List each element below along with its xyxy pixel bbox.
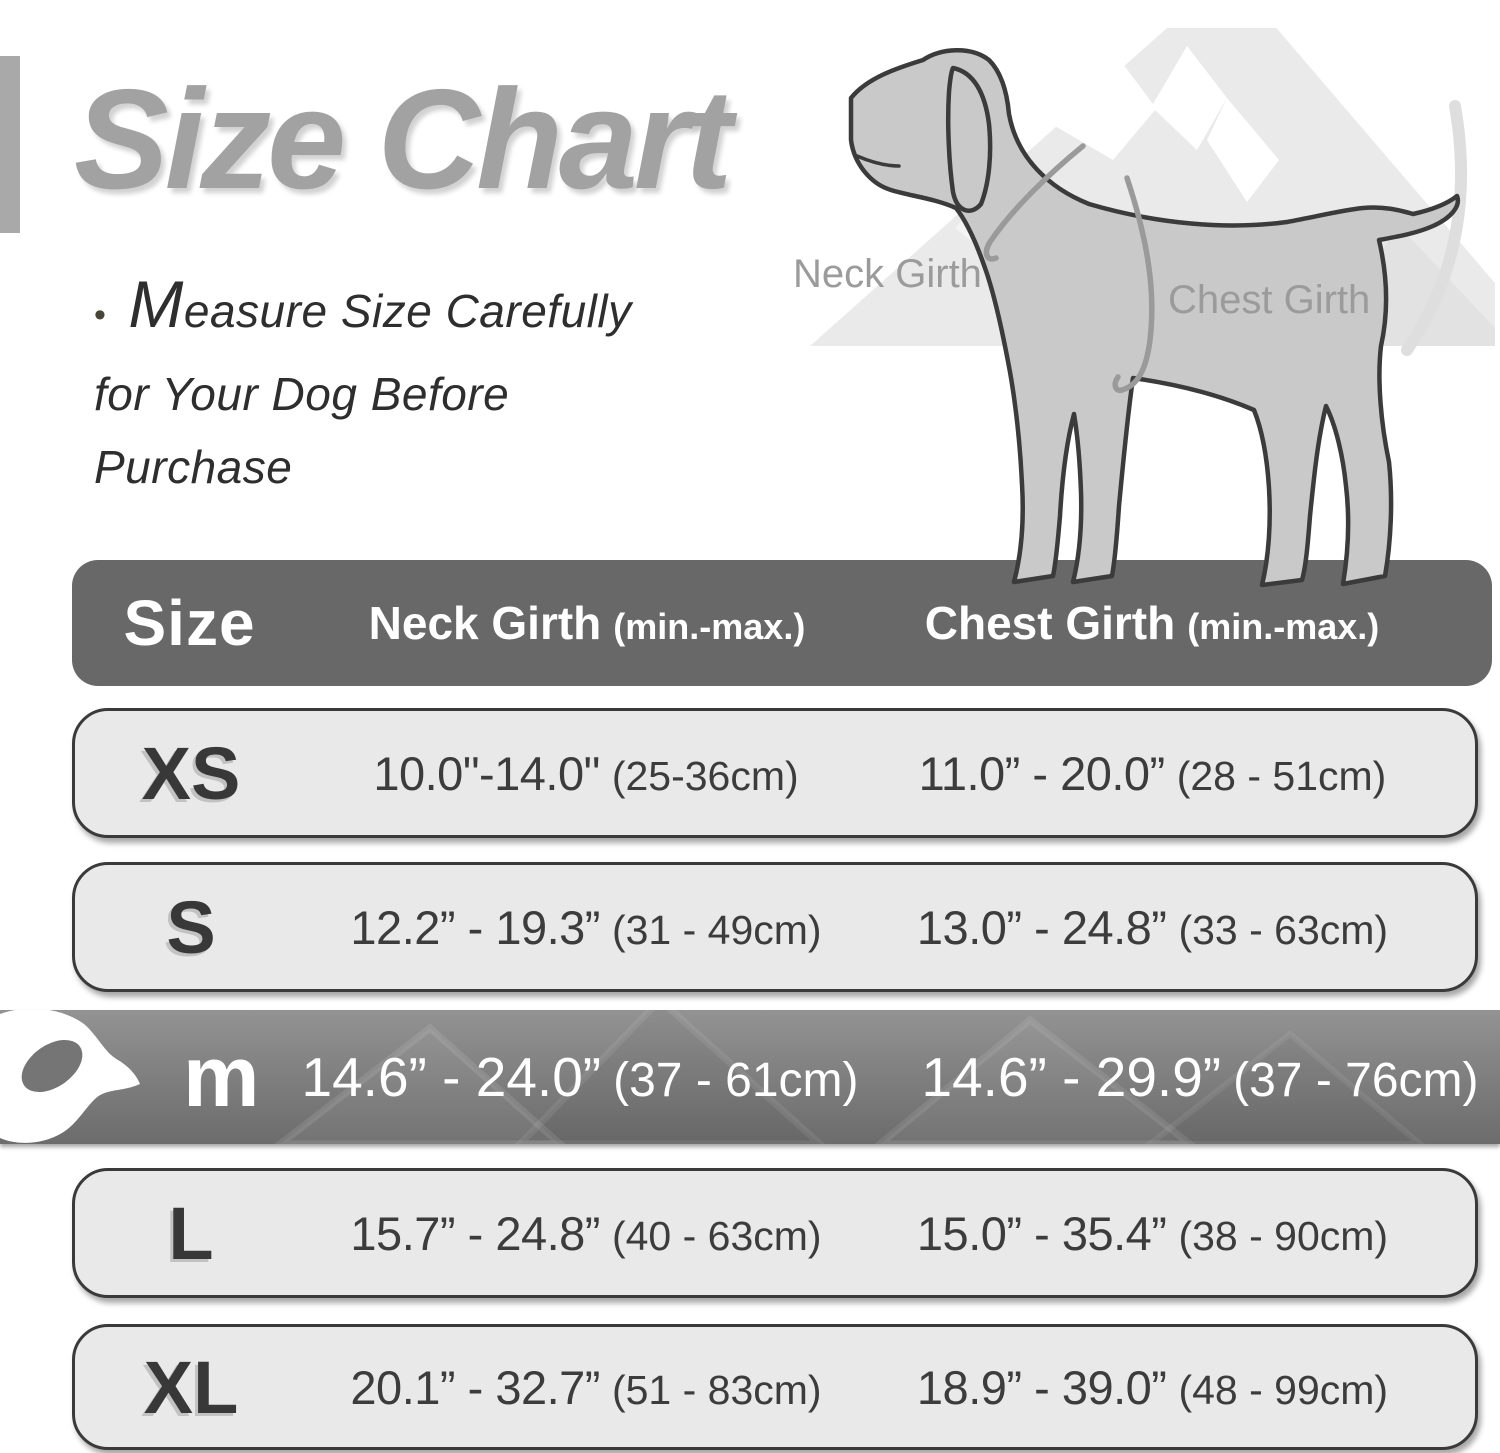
neck-inches-xs: 10.0"-14.0" <box>373 746 600 800</box>
chest-girth-line <box>1112 175 1155 394</box>
chest-cm-m: (37 - 76cm) <box>1233 1054 1479 1107</box>
note-line-2: for Your Dog Before <box>94 367 510 420</box>
note-lead-capital: M <box>128 267 184 341</box>
chest-inches-m: 14.6” - 29.9” <box>921 1046 1222 1108</box>
neck-cm-l: (40 - 63cm) <box>611 1212 822 1259</box>
chest-cm-s: (33 - 63cm) <box>1178 906 1389 953</box>
table-row-s: S 12.2” - 19.3” (31 - 49cm) 13.0” - 24.8”… <box>72 862 1478 992</box>
chest-inches-s: 13.0” - 24.8” <box>916 900 1167 954</box>
size-value-xs: XS <box>141 731 241 815</box>
band-dog-head-silhouette <box>0 1010 140 1143</box>
note-line-1-text: easure Size Carefully <box>183 285 632 337</box>
neck-girth-line <box>983 143 1086 262</box>
girth-lines <box>983 143 1155 394</box>
neck-inches-xl: 20.1” - 32.7” <box>350 1360 600 1414</box>
measure-note: • Measure Size Carefully for Your Dog Bef… <box>94 252 754 505</box>
neck-cm-m: (37 - 61cm) <box>613 1054 859 1107</box>
neck-girth-value-m: 14.6” - 24.0” (37 - 61cm) <box>300 1045 860 1109</box>
table-header-row: Size Neck Girth (min.-max.) Chest Girth (m… <box>72 560 1492 686</box>
note-line-1: • Measure Size Carefully <box>94 252 754 358</box>
chest-girth-value-xs: 11.0” - 20.0” (28 - 51cm) <box>865 746 1478 801</box>
decorative-left-bar <box>0 56 20 233</box>
chest-inches-xl: 18.9” - 39.0” <box>916 1360 1167 1414</box>
chest-girth-value-m: 14.6” - 29.9” (37 - 76cm) <box>860 1045 1500 1109</box>
column-header-size: Size <box>123 587 256 659</box>
size-value-xl: XL <box>143 1345 239 1429</box>
neck-girth-value-l: 15.7” - 24.8” (40 - 63cm) <box>307 1206 865 1261</box>
chest-cm-l: (38 - 90cm) <box>1178 1212 1389 1259</box>
chest-cm-xl: (48 - 99cm) <box>1178 1366 1389 1413</box>
band-mountain-pattern <box>274 1010 1425 1144</box>
table-row-xs: XS 10.0"-14.0" (25-36cm) 11.0” - 20.0” (28… <box>72 708 1478 838</box>
table-row-m-highlighted: m 14.6” - 24.0” (37 - 61cm) 14.6” - 29.9”… <box>0 1010 1500 1144</box>
note-line-3: Purchase <box>94 441 293 494</box>
neck-cm-xs: (25-36cm) <box>611 752 799 799</box>
dog-measurement-illustration <box>810 28 1495 588</box>
size-value-s: S <box>166 885 216 969</box>
neck-girth-value-xs: 10.0"-14.0" (25-36cm) <box>307 746 865 801</box>
column-header-chest-girth: Chest Girth (min.-max.) <box>867 596 1492 650</box>
neck-girth-value-xl: 20.1” - 32.7” (51 - 83cm) <box>307 1360 865 1415</box>
size-value-l: L <box>168 1191 214 1275</box>
neck-girth-value-s: 12.2” - 19.3” (31 - 49cm) <box>307 900 865 955</box>
neck-cm-xl: (51 - 83cm) <box>611 1366 822 1413</box>
chest-inches-xs: 11.0” - 20.0” <box>918 746 1166 800</box>
chest-girth-value-s: 13.0” - 24.8” (33 - 63cm) <box>865 900 1478 955</box>
chest-header-range-note: (min.-max.) <box>1187 606 1380 647</box>
chest-cm-xs: (28 - 51cm) <box>1176 752 1387 799</box>
chest-girth-value-l: 15.0” - 35.4” (38 - 90cm) <box>865 1206 1478 1261</box>
size-value-m: m <box>183 1029 260 1125</box>
neck-cm-s: (31 - 49cm) <box>611 906 822 953</box>
chest-girth-label: Chest Girth <box>1168 278 1371 322</box>
chest-header-text: Chest Girth <box>924 597 1176 649</box>
table-row-xl: XL 20.1” - 32.7” (51 - 83cm) 18.9” - 39.0… <box>72 1324 1478 1450</box>
neck-inches-s: 12.2” - 19.3” <box>350 900 600 954</box>
table-row-l: L 15.7” - 24.8” (40 - 63cm) 15.0” - 35.4”… <box>72 1168 1478 1298</box>
column-header-neck-girth: Neck Girth (min.-max.) <box>307 596 867 650</box>
chest-girth-value-xl: 18.9” - 39.0” (48 - 99cm) <box>865 1360 1478 1415</box>
neck-inches-m: 14.6” - 24.0” <box>301 1046 602 1108</box>
chest-inches-l: 15.0” - 35.4” <box>916 1206 1167 1260</box>
bullet-dot: • <box>94 295 107 334</box>
neck-header-range-note: (min.-max.) <box>613 606 806 647</box>
neck-girth-label: Neck Girth <box>793 252 982 296</box>
neck-header-text: Neck Girth <box>368 597 602 649</box>
neck-inches-l: 15.7” - 24.8” <box>350 1206 600 1260</box>
page-title: Size Chart <box>74 60 732 219</box>
